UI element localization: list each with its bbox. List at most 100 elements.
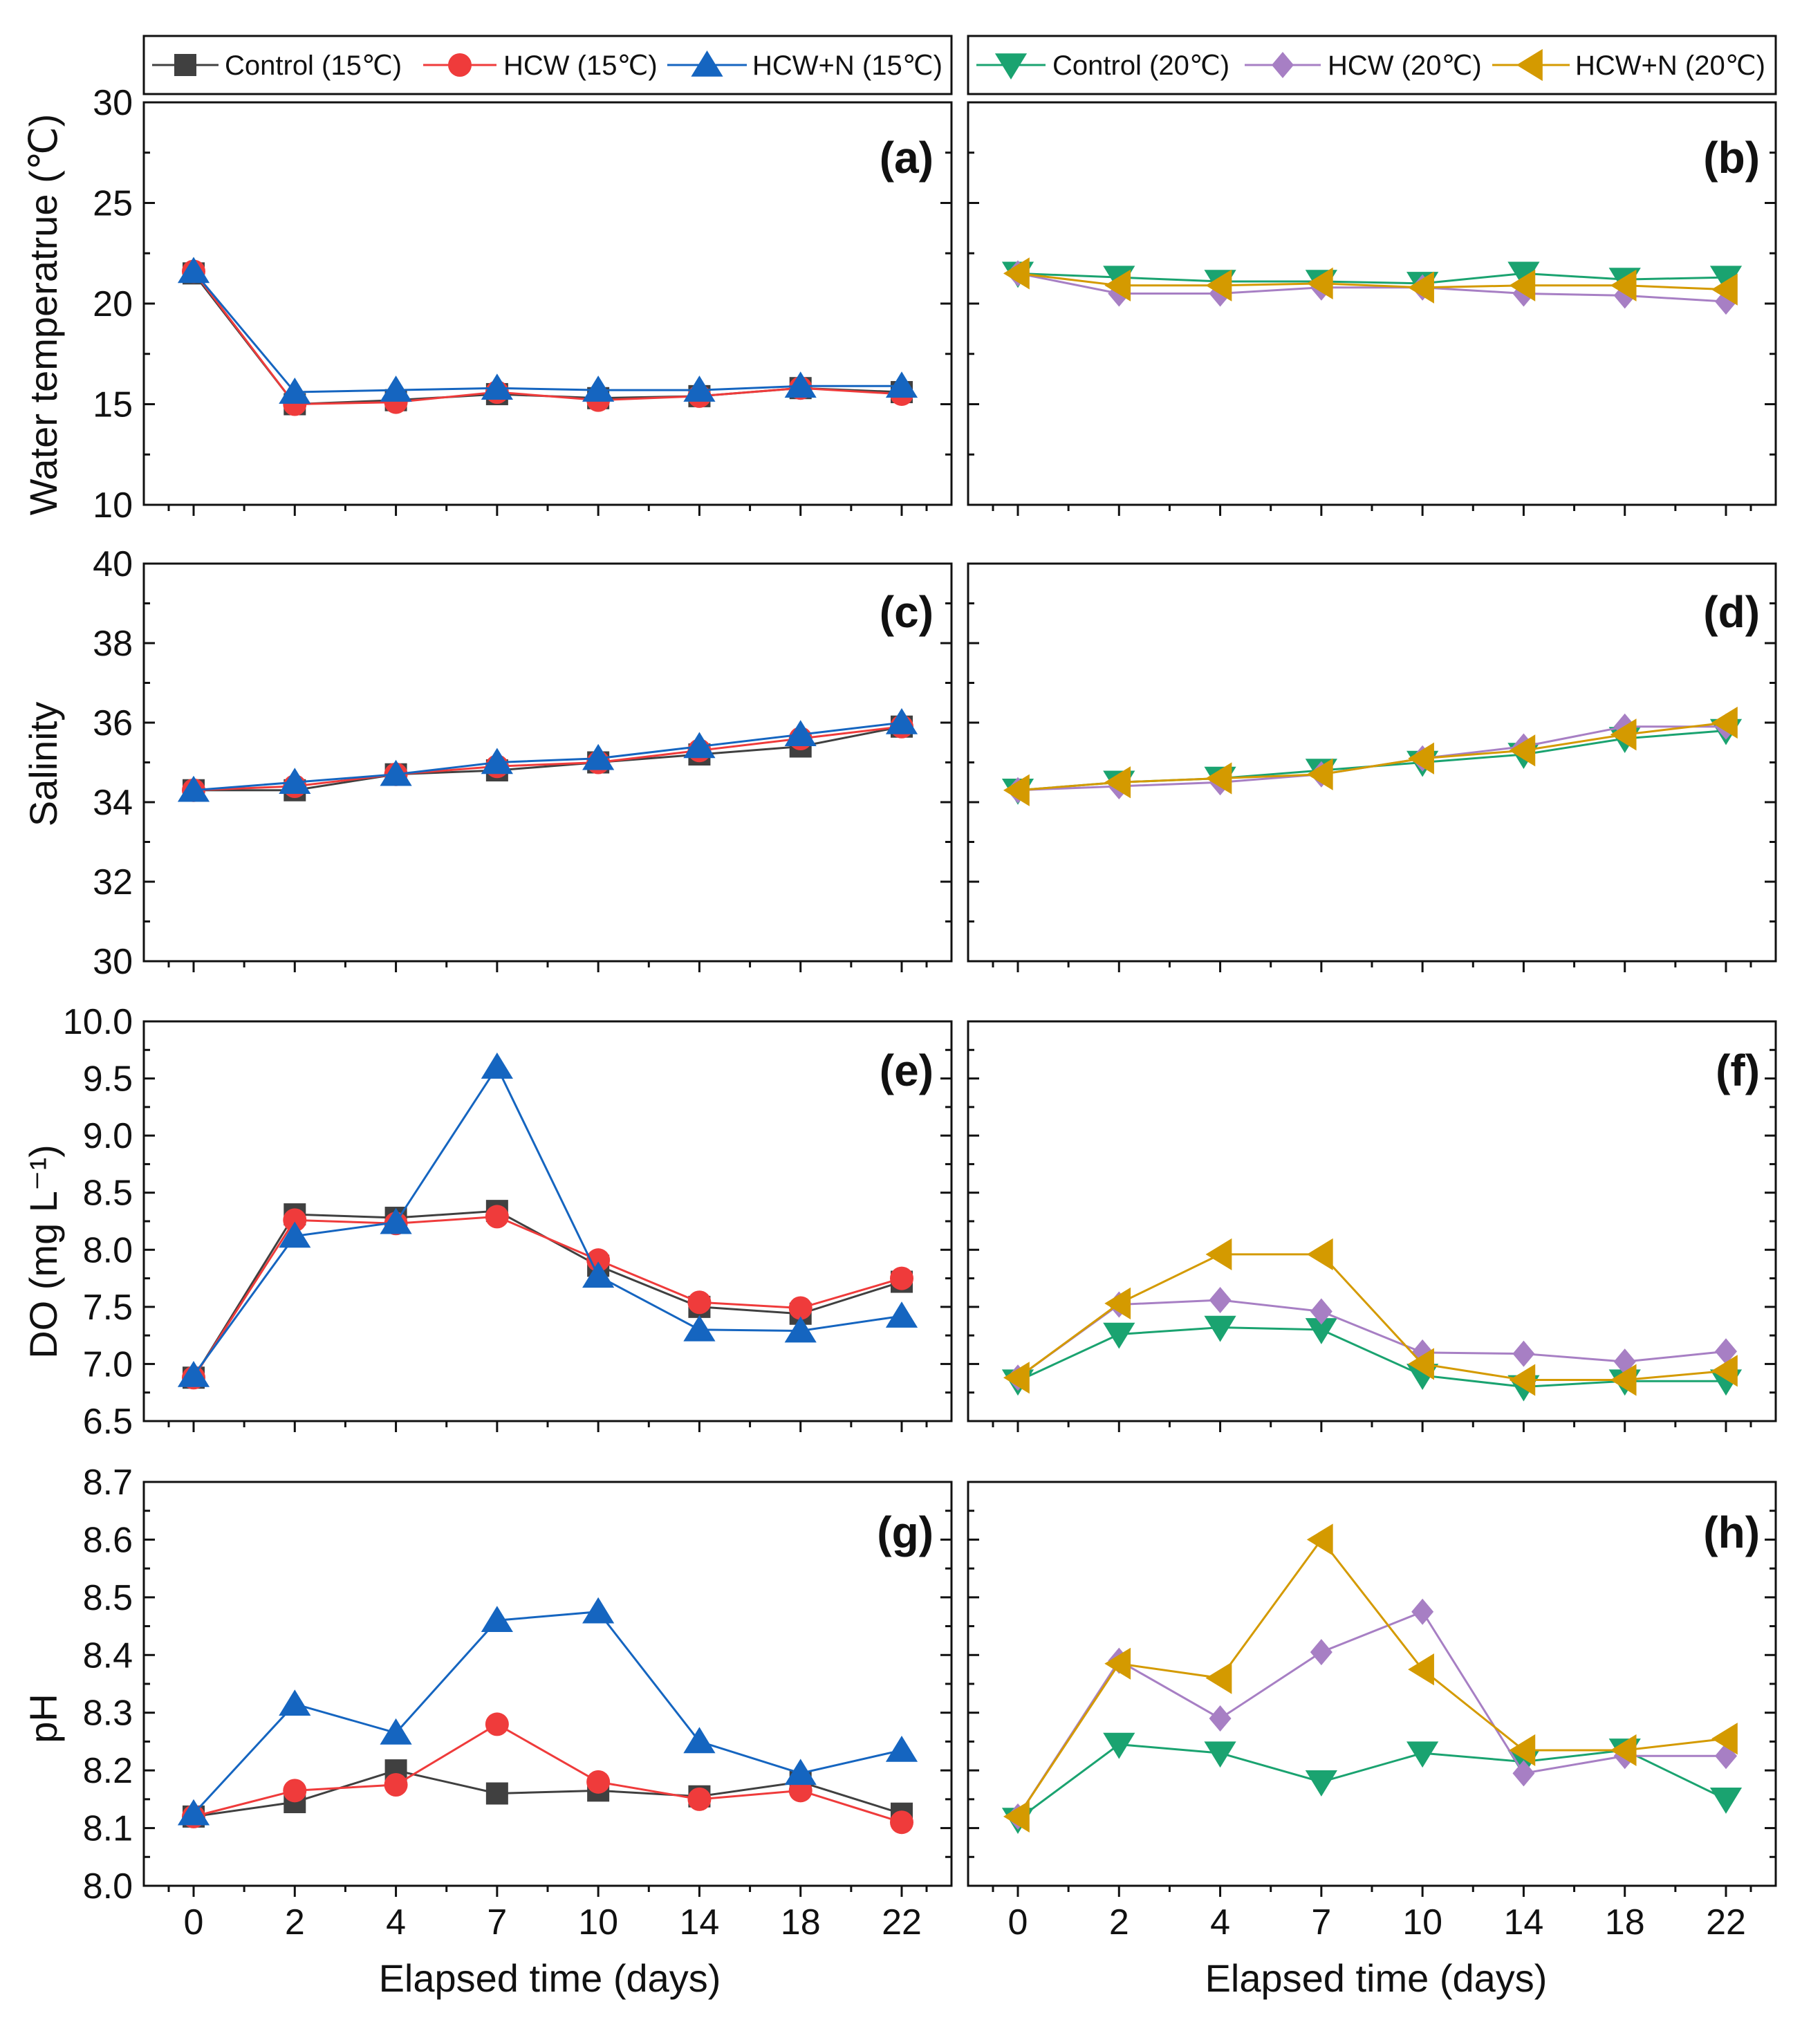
y-tick-label: 25 xyxy=(93,184,133,224)
data-point xyxy=(1610,718,1637,751)
data-point xyxy=(1003,1800,1030,1833)
data-point xyxy=(380,375,412,402)
panel-a: 10 15 20 25 30 xyxy=(93,83,953,526)
data-point xyxy=(384,1773,408,1797)
y-tick-label: 20 xyxy=(93,284,133,324)
x-tick-label: 4 xyxy=(1210,1902,1230,1942)
panel-label-h: (h) xyxy=(1703,1508,1760,1557)
data-point xyxy=(1709,1788,1743,1814)
data-point xyxy=(485,1205,509,1229)
data-point xyxy=(683,1727,716,1754)
x-tick-label: 0 xyxy=(184,1902,204,1942)
y-tick-label: 7.0 xyxy=(83,1344,133,1384)
legend-right: Control (20℃) HCW (20℃) HCW+N (20℃) xyxy=(967,35,1777,95)
series-line xyxy=(1017,1743,1727,1821)
y-tick-label: 10 xyxy=(93,485,133,526)
data-point xyxy=(1610,1734,1637,1767)
x-tick-label: 7 xyxy=(1311,1902,1331,1942)
legend-right-label-0: Control (20℃) xyxy=(1052,50,1229,81)
data-point xyxy=(687,1787,712,1811)
series-2 xyxy=(177,708,918,802)
data-point xyxy=(279,378,311,404)
series-line xyxy=(193,1723,902,1824)
data-point xyxy=(784,371,817,398)
data-point xyxy=(1305,1318,1337,1344)
data-point xyxy=(1408,1348,1434,1380)
legend-right-marker-2 xyxy=(1516,48,1543,82)
y-tick-label: 15 xyxy=(93,385,133,425)
series-line xyxy=(194,725,902,792)
x-axis-title-right: Elapsed time (days) xyxy=(1205,1956,1548,2000)
data-point xyxy=(582,375,615,402)
data-point xyxy=(1610,269,1637,302)
y-tick-label: 8.5 xyxy=(83,1578,133,1618)
legend-left: Control (15℃) HCW (15℃) HCW+N (15℃) xyxy=(142,35,953,95)
data-point xyxy=(1711,1355,1738,1387)
data-point xyxy=(1709,266,1743,293)
y-tick-label: 8.1 xyxy=(83,1809,133,1849)
data-point xyxy=(784,720,817,747)
y-tick-label: 8.2 xyxy=(83,1751,133,1791)
data-point xyxy=(177,1799,210,1826)
legend-right-marker-1 xyxy=(1272,52,1294,78)
data-point xyxy=(1104,269,1131,302)
series-line xyxy=(193,725,902,792)
data-point xyxy=(1204,1741,1236,1768)
data-point xyxy=(890,1266,913,1290)
data-point xyxy=(582,1261,615,1288)
series-2 xyxy=(177,1597,918,1826)
data-point xyxy=(1104,1287,1131,1320)
panel-label-g: (g) xyxy=(877,1508,934,1557)
legend-left-label-1: HCW (15℃) xyxy=(503,50,658,81)
y-axis-title-ph: pH xyxy=(21,1694,65,1743)
x-tick-label: 10 xyxy=(1402,1902,1442,1942)
series-line xyxy=(192,270,902,406)
data-point xyxy=(1406,1741,1439,1768)
data-point xyxy=(279,1689,311,1716)
series-line xyxy=(1017,721,1727,792)
series-line xyxy=(1017,1299,1727,1379)
x-tick-label: 2 xyxy=(1109,1902,1129,1942)
data-point xyxy=(1306,758,1333,790)
data-point xyxy=(1209,1286,1232,1313)
legend-left-marker-1 xyxy=(448,53,472,77)
series-line xyxy=(1016,1537,1727,1817)
data-point xyxy=(1509,734,1536,767)
y-tick-label: 8.6 xyxy=(83,1520,133,1560)
data-point xyxy=(380,759,412,786)
y-tick-label: 9.0 xyxy=(83,1116,133,1156)
data-point xyxy=(582,1597,615,1624)
legend-left-label-0: Control (15℃) xyxy=(225,50,402,81)
data-point xyxy=(1305,1770,1337,1797)
data-point xyxy=(1711,706,1738,739)
panel-label-c: (c) xyxy=(880,587,934,637)
data-point xyxy=(683,375,716,402)
x-tick-label: 14 xyxy=(1504,1902,1544,1942)
data-point xyxy=(481,1606,513,1633)
series-line xyxy=(192,1065,902,1376)
data-point xyxy=(890,1810,913,1835)
y-tick-label: 34 xyxy=(93,783,133,823)
data-point xyxy=(1408,271,1434,304)
x-tick-label: 10 xyxy=(578,1902,618,1942)
data-point xyxy=(784,1316,817,1343)
y-tick-label: 8.5 xyxy=(83,1174,133,1214)
data-point xyxy=(885,708,918,734)
data-point xyxy=(1310,1298,1332,1325)
panel-f xyxy=(967,1020,1777,1432)
series-line xyxy=(192,1215,902,1379)
data-point xyxy=(1103,1322,1135,1349)
panel-label-f: (f) xyxy=(1716,1046,1760,1095)
series-line xyxy=(1016,1610,1726,1817)
data-point xyxy=(283,1208,307,1232)
data-point xyxy=(1104,1647,1131,1680)
panels-group: 10152025303032343638406.57.07.58.08.59.0… xyxy=(63,83,1777,1942)
data-point xyxy=(1205,269,1232,302)
x-tick-label: 4 xyxy=(386,1902,406,1942)
series-2 xyxy=(1003,1523,1738,1833)
data-point xyxy=(481,373,513,400)
data-point xyxy=(683,1315,716,1342)
panel-label-a: (a) xyxy=(880,133,934,183)
x-tick-label: 14 xyxy=(680,1902,720,1942)
data-point xyxy=(788,1296,813,1320)
